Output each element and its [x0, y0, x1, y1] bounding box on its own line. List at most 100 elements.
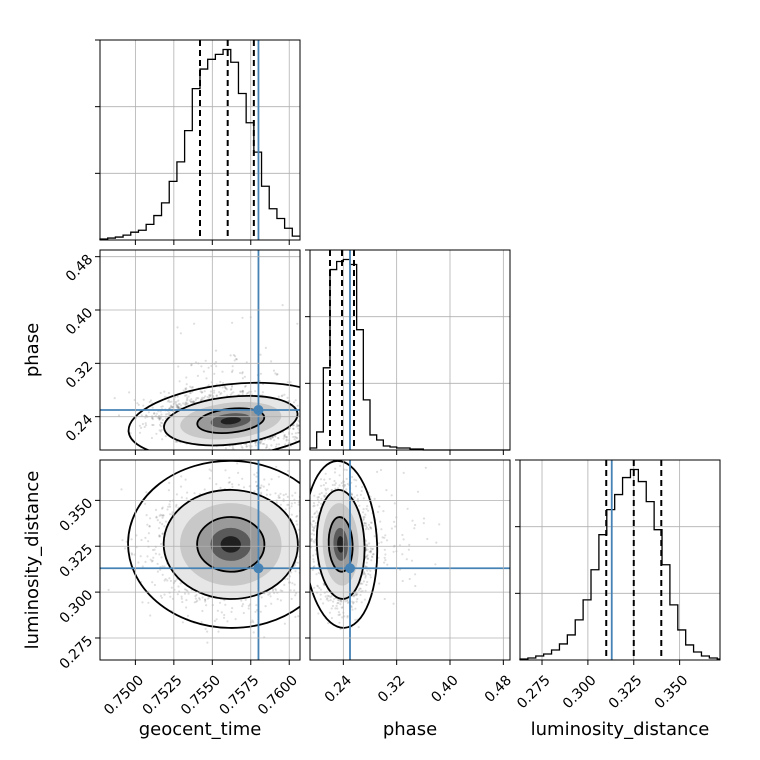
sample-point — [245, 445, 248, 448]
sample-point — [262, 485, 265, 488]
sample-point — [270, 360, 273, 363]
sample-point — [144, 502, 147, 505]
sample-point — [193, 401, 196, 404]
sample-point — [215, 365, 218, 368]
sample-point — [201, 609, 204, 613]
sample-point — [302, 513, 304, 515]
sample-point — [217, 451, 219, 453]
contour-line — [163, 395, 299, 447]
sample-point — [151, 406, 154, 409]
sample-point — [302, 544, 304, 546]
sample-point — [244, 384, 247, 388]
sample-point — [138, 431, 142, 434]
sample-point — [282, 498, 285, 501]
sample-point — [324, 422, 326, 424]
sample-point — [223, 385, 226, 388]
sample-point — [275, 465, 278, 468]
sample-point — [206, 630, 209, 633]
sample-point — [235, 358, 238, 361]
sample-point — [286, 577, 289, 581]
sample-point — [158, 417, 161, 420]
sample-point — [191, 401, 194, 404]
sample-point — [311, 445, 313, 447]
sample-point — [301, 562, 303, 564]
sample-point — [158, 416, 161, 420]
sample-point — [302, 499, 304, 501]
sample-point — [179, 485, 183, 488]
sample-point — [292, 401, 296, 404]
sample-point — [283, 434, 286, 437]
sample-point — [167, 391, 170, 395]
sample-point — [159, 594, 162, 598]
sample-point — [158, 521, 162, 524]
sample-point — [267, 483, 271, 486]
panel-frame — [519, 459, 721, 661]
sample-point — [179, 582, 182, 585]
sample-point — [137, 561, 140, 564]
sample-point — [160, 556, 163, 559]
panel-frame — [309, 249, 511, 451]
sample-point — [168, 503, 171, 506]
sample-point — [248, 485, 251, 488]
sample-point — [215, 394, 219, 397]
sample-point — [184, 404, 187, 407]
sample-point — [156, 562, 159, 566]
sample-point — [147, 411, 150, 414]
sample-point — [311, 463, 313, 465]
sample-point — [124, 547, 127, 550]
truth-marker — [253, 405, 264, 415]
sample-point — [215, 483, 218, 486]
sample-point — [241, 377, 244, 380]
sample-point — [254, 441, 257, 444]
sample-point — [196, 599, 199, 602]
sample-point — [170, 404, 173, 407]
sample-point — [236, 462, 239, 465]
sample-point — [219, 380, 222, 383]
sample-point — [260, 596, 263, 599]
sample-point — [201, 391, 204, 394]
sample-point — [159, 425, 162, 428]
sample-point — [144, 536, 147, 540]
sample-point — [194, 597, 197, 600]
sample-point — [286, 381, 289, 384]
sample-point — [261, 391, 264, 394]
sample-point — [295, 515, 298, 518]
sample-point — [206, 396, 209, 399]
sample-point — [281, 304, 284, 307]
sample-point — [190, 363, 193, 366]
sample-point — [296, 561, 299, 564]
sample-point — [265, 493, 268, 496]
sample-point — [293, 583, 296, 586]
sample-point — [271, 436, 274, 439]
sample-point — [167, 505, 170, 508]
sample-point — [241, 389, 244, 392]
sample-point — [153, 412, 156, 415]
sample-point — [243, 375, 246, 378]
sample-point — [175, 503, 178, 506]
sample-point — [205, 604, 208, 607]
sample-point — [152, 556, 155, 559]
sample-point — [164, 413, 168, 416]
sample-point — [161, 405, 164, 408]
sample-point — [229, 393, 232, 396]
sample-point — [200, 391, 203, 394]
sample-point — [259, 441, 262, 444]
sample-point — [301, 435, 303, 437]
sample-point — [161, 422, 164, 425]
sample-point — [191, 386, 194, 389]
sample-point — [196, 374, 199, 377]
sample-point — [261, 442, 264, 445]
sample-point — [139, 555, 142, 558]
sample-point — [303, 567, 305, 569]
sample-point — [129, 432, 132, 435]
sample-point — [302, 426, 304, 428]
sample-point — [307, 424, 309, 426]
sample-point — [242, 451, 244, 453]
sample-point — [313, 410, 315, 412]
sample-point — [303, 423, 305, 425]
sample-point — [254, 390, 257, 393]
sample-point — [226, 620, 229, 623]
sample-point — [305, 417, 307, 419]
sample-point — [269, 595, 272, 598]
